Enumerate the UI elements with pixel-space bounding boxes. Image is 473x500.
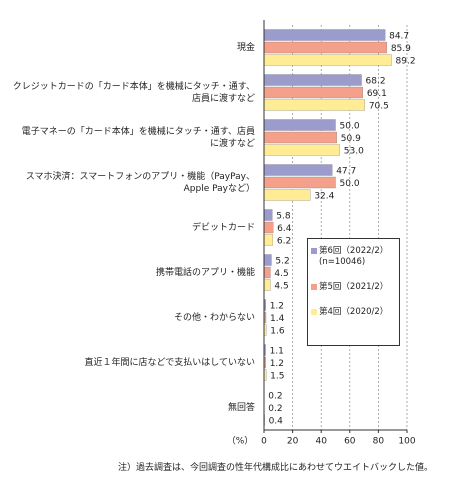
legend-swatch <box>311 284 317 290</box>
bar <box>263 189 311 201</box>
legend-item: 第6回（2022/2） (n=10046) <box>311 246 396 268</box>
category-label: 携帯電話のアプリ・機能 <box>155 267 255 278</box>
value-label: 1.4 <box>270 314 285 324</box>
x-tick-label: 60 <box>344 437 356 447</box>
bar <box>263 131 337 144</box>
bar <box>263 209 273 221</box>
category-label: デビットカード <box>191 222 255 233</box>
legend: 第6回（2022/2） (n=10046) 第5回（2021/2） 第4回（2020… <box>307 238 400 346</box>
category-label: 直近１年間に店などで支払いはしていない <box>84 357 255 368</box>
legend-item: 第5回（2021/2） <box>311 282 396 293</box>
value-label: 50.9 <box>341 134 361 144</box>
category-label: 現金 <box>236 42 255 53</box>
value-label: 53.0 <box>344 147 364 157</box>
footnote: 注）過去調査は、今回調査の性年代構成比にあわせてウエイトバックした値。 <box>118 463 434 473</box>
value-label: 1.6 <box>270 327 285 337</box>
bar <box>263 254 272 266</box>
value-label: 0.2 <box>268 404 282 414</box>
category-label: その他・わからない <box>173 312 255 323</box>
value-label: 89.2 <box>396 57 416 67</box>
bar <box>263 266 271 279</box>
value-label: 1.1 <box>270 347 284 357</box>
value-label: 5.2 <box>275 257 289 267</box>
value-label: 6.2 <box>277 237 291 247</box>
bar <box>263 86 363 99</box>
legend-item: 第4回（2020/2） <box>311 307 396 318</box>
bar <box>263 119 336 131</box>
value-label: 32.4 <box>314 192 334 202</box>
value-label: 69.1 <box>367 89 387 99</box>
bar <box>263 234 274 246</box>
value-label: 47.7 <box>336 167 356 177</box>
value-label: 84.7 <box>389 32 409 42</box>
legend-label: 第4回（2020/2） <box>319 307 389 317</box>
value-label: 50.0 <box>340 122 360 132</box>
category-label: スマホ決済：スマートフォンのアプリ・機能（PayPay、 Apple Payなど… <box>25 171 255 194</box>
value-label: 70.5 <box>369 102 389 112</box>
value-label: 4.5 <box>274 269 288 279</box>
legend-swatch <box>311 309 317 315</box>
value-label: 0.4 <box>269 417 284 427</box>
x-tick-label: 100 <box>398 437 415 447</box>
value-label: 50.0 <box>340 179 360 189</box>
x-axis-label: （%） <box>227 436 254 447</box>
bar <box>263 74 362 86</box>
bar <box>263 176 336 189</box>
legend-swatch <box>311 248 317 254</box>
value-label: 4.5 <box>274 282 288 292</box>
bar <box>263 164 333 176</box>
bar <box>263 279 271 291</box>
category-label: クレジットカードの「カード本体」を機械にタッチ・通す、 店員に渡すなど <box>12 81 255 104</box>
value-label: 0.2 <box>268 392 282 402</box>
x-tick-label: 0 <box>261 437 267 447</box>
value-label: 5.8 <box>276 212 291 222</box>
value-label: 1.2 <box>270 359 284 369</box>
category-label: 電子マネーの「カード本体」を機械にタッチ・通す、店員 に渡すなど <box>21 126 255 149</box>
value-label: 1.2 <box>270 302 284 312</box>
legend-label: 第5回（2021/2） <box>319 282 389 292</box>
value-label: 6.4 <box>277 224 292 234</box>
x-tick-label: 40 <box>315 437 327 447</box>
bar <box>263 41 387 54</box>
x-tick-label: 80 <box>373 437 385 447</box>
bar <box>263 99 365 111</box>
bar <box>263 144 340 156</box>
value-label: 68.2 <box>366 77 386 87</box>
value-label: 1.5 <box>270 372 284 382</box>
category-label: 無回答 <box>227 402 255 413</box>
x-tick-label: 20 <box>287 437 299 447</box>
legend-label: 第6回（2022/2） (n=10046) <box>319 246 389 267</box>
bar <box>263 54 392 66</box>
bar <box>263 29 386 41</box>
value-label: 85.9 <box>391 44 411 54</box>
bar <box>263 221 274 234</box>
